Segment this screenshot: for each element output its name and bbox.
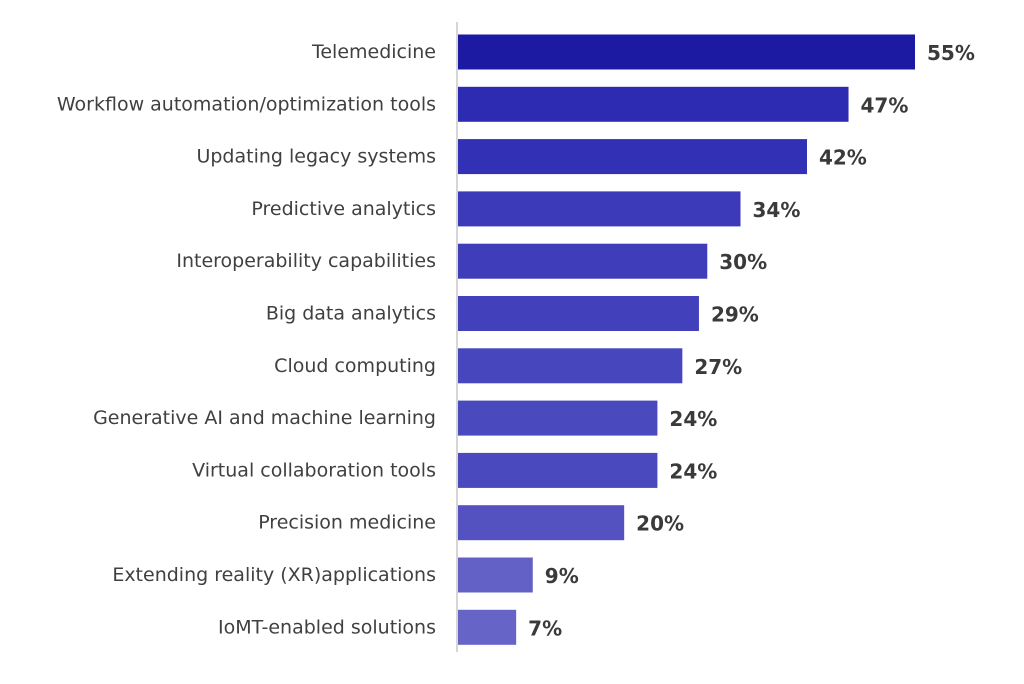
category-label-7: Generative AI and machine learning xyxy=(93,407,436,429)
category-label-2: Updating legacy systems xyxy=(196,146,436,168)
bar-8 xyxy=(458,452,658,488)
value-label-4: 30% xyxy=(719,250,767,274)
bar-9 xyxy=(458,505,625,541)
category-label-0: Telemedicine xyxy=(311,41,436,63)
category-label-4: Interoperability capabilities xyxy=(176,250,436,272)
bar-1 xyxy=(458,86,849,122)
value-label-9: 20% xyxy=(636,512,684,536)
value-label-7: 24% xyxy=(669,407,717,431)
value-label-5: 29% xyxy=(711,303,759,327)
value-label-6: 27% xyxy=(694,355,742,379)
value-label-0: 55% xyxy=(927,41,975,65)
bar-2 xyxy=(458,139,807,175)
bar-0 xyxy=(458,34,915,70)
bar-10 xyxy=(458,557,533,593)
category-label-5: Big data analytics xyxy=(266,303,436,325)
value-label-1: 47% xyxy=(861,93,909,117)
category-label-8: Virtual collaboration tools xyxy=(192,459,436,481)
bar-5 xyxy=(458,296,699,331)
category-label-9: Precision medicine xyxy=(258,512,436,534)
bar-7 xyxy=(458,400,658,436)
category-label-3: Predictive analytics xyxy=(251,198,436,220)
bar-3 xyxy=(458,191,741,227)
category-label-11: IoMT-enabled solutions xyxy=(218,616,436,638)
value-label-3: 34% xyxy=(753,198,801,222)
value-label-2: 42% xyxy=(819,146,867,170)
value-label-8: 24% xyxy=(669,459,717,483)
category-label-6: Cloud computing xyxy=(274,355,436,377)
value-label-10: 9% xyxy=(545,564,579,588)
value-label-11: 7% xyxy=(528,616,562,640)
bar-4 xyxy=(458,243,708,279)
bar-6 xyxy=(458,348,683,384)
bar-11 xyxy=(458,609,517,645)
category-label-10: Extending reality (XR)applications xyxy=(112,564,436,586)
category-label-1: Workflow automation/optimization tools xyxy=(57,93,436,115)
